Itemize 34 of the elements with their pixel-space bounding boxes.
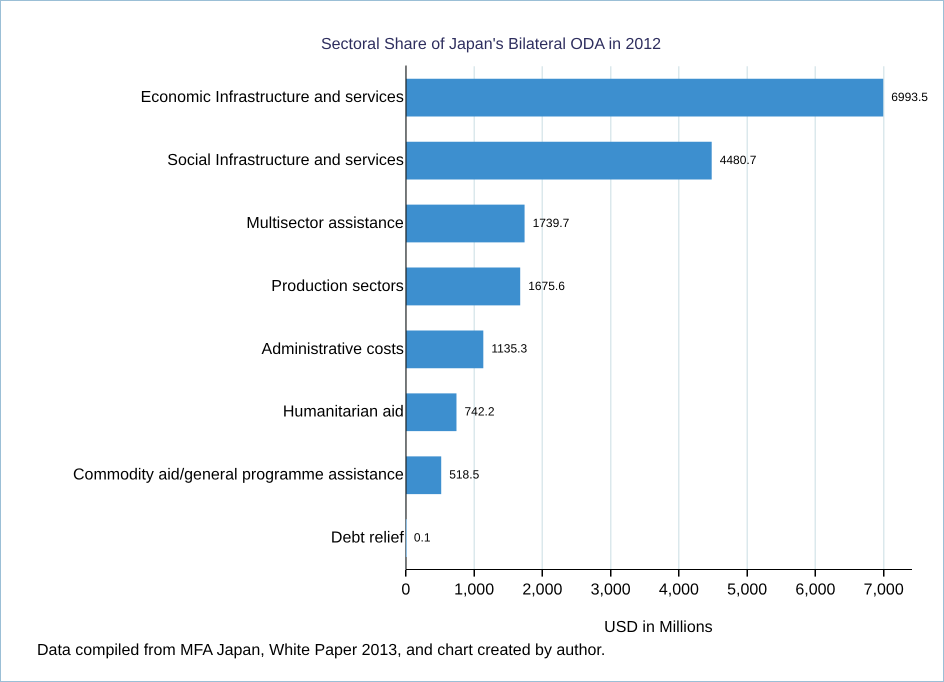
x-tick-label: 7,000 (864, 582, 904, 599)
x-tick-label: 2,000 (522, 582, 562, 599)
chart-title: Sectoral Share of Japan's Bilateral ODA in 2012 (320, 36, 662, 54)
x-tick-label: 4,000 (658, 582, 700, 599)
data-label: 742.2 (464, 404, 495, 419)
data-label: 518.5 (449, 468, 480, 482)
y-tick-label: Commodity aid/general programme assistance (73, 466, 404, 484)
data-label: 4480.7 (720, 152, 757, 167)
x-tick-label: 6,000 (795, 582, 836, 599)
x-tick-label: 3,000 (590, 582, 631, 599)
bar (406, 393, 456, 432)
y-tick-label: Social Infrastructure and services (167, 152, 404, 169)
x-tick-label: 1,000 (454, 582, 494, 599)
data-label: 1135.3 (491, 342, 528, 356)
y-tick-label: Economic Infrastructure and services (140, 89, 404, 106)
y-tick-label: Debt relief (330, 530, 404, 547)
y-tick-label: Humanitarian aid (282, 404, 404, 421)
y-tick-label: Multisector assistance (246, 214, 404, 232)
data-label: 1675.6 (528, 278, 566, 293)
y-tick-label: Administrative costs (262, 340, 404, 358)
y-tick-label: Production sectors (271, 278, 404, 295)
bar (406, 142, 712, 180)
data-label: 1739.7 (532, 216, 570, 230)
text: Data compiled from MFA Japan, White Paper 2013, and chart created by author. (37, 642, 606, 660)
bar (406, 456, 442, 494)
bar (406, 330, 484, 368)
x-tick-label: 0 (401, 582, 410, 599)
bar (406, 78, 884, 117)
bar (406, 268, 520, 306)
data-label: 6993.5 (891, 90, 928, 104)
x-axis-title: USD in Millions (604, 618, 713, 636)
x-tick-label: 5,000 (727, 582, 768, 599)
bar (406, 204, 525, 242)
data-label: 0.1 (414, 530, 431, 544)
